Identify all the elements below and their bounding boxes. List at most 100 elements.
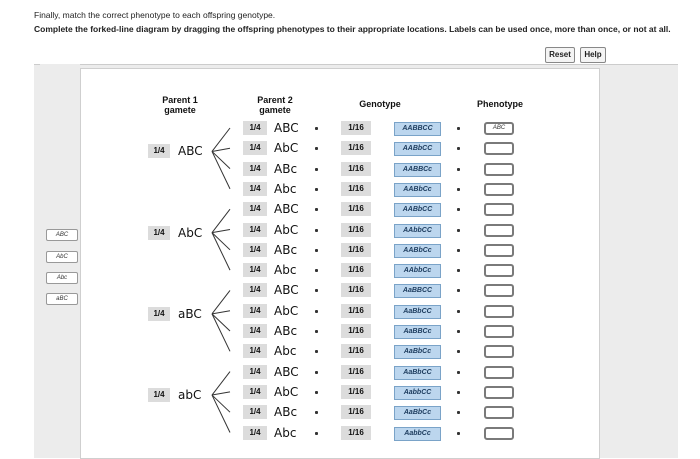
parent2-gamete: ABC bbox=[274, 283, 299, 298]
arrow-dash bbox=[457, 127, 460, 130]
arrow-dash bbox=[457, 289, 460, 293]
genotype-cell: AAbbCC bbox=[394, 223, 441, 238]
genotype-cell: AaBbCc bbox=[394, 406, 441, 421]
help-button[interactable]: Help bbox=[580, 47, 606, 63]
parent2-fraction: 1/4 bbox=[243, 222, 267, 237]
parent2-gamete: Abc bbox=[274, 344, 297, 359]
phenotype-drop-zone[interactable] bbox=[484, 243, 514, 257]
phenotype-drop-zone[interactable] bbox=[484, 264, 514, 278]
parent2-fraction: 1/4 bbox=[243, 242, 267, 257]
parent2-fraction: 1/4 bbox=[243, 405, 267, 420]
arrow-dash bbox=[315, 330, 318, 333]
genotype-cell: AaBbCC bbox=[394, 304, 441, 319]
parent2-gamete: Abc bbox=[274, 425, 297, 440]
phenotype-drop-zone[interactable] bbox=[484, 325, 514, 338]
draggable-label[interactable]: aBC bbox=[46, 293, 78, 305]
parent2-fraction: 1/4 bbox=[243, 384, 267, 399]
parent2-fraction: 1/4 bbox=[243, 283, 267, 298]
arrow-dash bbox=[457, 228, 460, 232]
phenotype-drop-zone[interactable] bbox=[484, 162, 514, 176]
parent1-fraction: 1/4 bbox=[148, 388, 170, 403]
arrow-dash bbox=[457, 309, 460, 313]
parent2-fraction: 1/4 bbox=[243, 324, 267, 338]
arrow-dash bbox=[315, 411, 318, 415]
parent2-gamete: ABc bbox=[274, 405, 298, 420]
phenotype-drop-zone[interactable] bbox=[484, 284, 514, 298]
parent2-fraction: 1/4 bbox=[243, 263, 267, 278]
arrow-dash bbox=[457, 330, 460, 333]
arrow-dash bbox=[457, 208, 460, 212]
phenotype-drop-zone[interactable]: ABC bbox=[484, 122, 514, 135]
phenotype-drop-zone[interactable] bbox=[484, 223, 514, 237]
genotype-cell: AABBCc bbox=[394, 162, 441, 177]
phenotype-drop-zone[interactable] bbox=[484, 385, 514, 399]
parent2-fraction: 1/4 bbox=[243, 141, 267, 156]
phenotype-drop-zone[interactable] bbox=[484, 345, 514, 359]
phenotype-drop-zone[interactable] bbox=[484, 142, 514, 156]
offspring-fraction: 1/16 bbox=[341, 161, 371, 176]
genotype-cell: AABbCC bbox=[394, 203, 441, 218]
offspring-fraction: 1/16 bbox=[341, 324, 371, 338]
offspring-fraction: 1/16 bbox=[341, 303, 371, 318]
header-genotype: Genotype bbox=[359, 99, 401, 109]
parent2-gamete: AbC bbox=[274, 222, 299, 237]
arrow-dash bbox=[315, 208, 318, 212]
parent2-gamete: ABC bbox=[274, 121, 299, 135]
genotype-cell: AabbCc bbox=[394, 426, 441, 441]
reset-button[interactable]: Reset bbox=[545, 47, 575, 63]
arrow-dash bbox=[315, 390, 318, 394]
phenotype-drop-zone[interactable] bbox=[484, 426, 514, 440]
phenotype-drop-zone[interactable] bbox=[484, 182, 514, 196]
phenotype-drop-zone[interactable] bbox=[484, 365, 514, 379]
genotype-cell: AaBBCc bbox=[394, 325, 441, 339]
offspring-fraction: 1/16 bbox=[341, 425, 371, 440]
parent1-gamete: aBC bbox=[178, 306, 202, 321]
parent1-fraction: 1/4 bbox=[148, 306, 170, 321]
phenotype-drop-zone[interactable] bbox=[484, 203, 514, 217]
parent2-fraction: 1/4 bbox=[243, 161, 267, 176]
arrow-dash bbox=[315, 147, 318, 151]
genotype-cell: AABbCc bbox=[394, 243, 441, 258]
genotype-cell: AaBbCc bbox=[394, 345, 441, 360]
arrow-dash bbox=[457, 187, 460, 191]
arrow-dash bbox=[315, 370, 318, 374]
parent2-gamete: AbC bbox=[274, 141, 299, 156]
arrow-dash bbox=[315, 350, 318, 354]
phenotype-drop-zone[interactable] bbox=[484, 406, 514, 420]
parent2-fraction: 1/4 bbox=[243, 181, 267, 196]
header-parent2: Parent 2 gamete bbox=[257, 95, 293, 115]
arrow-dash bbox=[315, 269, 318, 273]
header-parent1: Parent 1 gamete bbox=[162, 95, 198, 115]
arrow-dash bbox=[315, 127, 318, 130]
genotype-cell: AaBBCC bbox=[394, 284, 441, 299]
arrow-dash bbox=[457, 350, 460, 354]
parent2-gamete: ABc bbox=[274, 324, 298, 338]
draggable-label[interactable]: Abc bbox=[46, 272, 78, 284]
arrow-dash bbox=[457, 390, 460, 394]
offspring-fraction: 1/16 bbox=[341, 344, 371, 359]
draggable-label[interactable]: AbC bbox=[46, 251, 78, 263]
parent1-fraction: 1/4 bbox=[148, 225, 170, 240]
parent2-gamete: ABc bbox=[274, 161, 298, 176]
parent2-fraction: 1/4 bbox=[243, 344, 267, 359]
parent2-gamete: ABC bbox=[274, 364, 299, 379]
parent2-fraction: 1/4 bbox=[243, 303, 267, 318]
offspring-fraction: 1/16 bbox=[341, 242, 371, 257]
offspring-fraction: 1/16 bbox=[341, 141, 371, 156]
phenotype-drop-zone[interactable] bbox=[484, 304, 514, 318]
parent2-gamete: AbC bbox=[274, 303, 299, 318]
parent1-gamete: ABC bbox=[178, 144, 203, 159]
parent2-gamete: AbC bbox=[274, 384, 299, 399]
genotype-cell: AABBCC bbox=[394, 122, 441, 136]
offspring-fraction: 1/16 bbox=[341, 263, 371, 278]
arrow-dash bbox=[315, 187, 318, 191]
arrow-dash bbox=[457, 431, 460, 435]
offspring-fraction: 1/16 bbox=[341, 364, 371, 379]
arrow-dash bbox=[315, 309, 318, 313]
parent2-fraction: 1/4 bbox=[243, 364, 267, 379]
genotype-cell: AabbCC bbox=[394, 385, 441, 400]
parent1-gamete: AbC bbox=[178, 225, 203, 240]
arrow-dash bbox=[315, 228, 318, 232]
draggable-label[interactable]: ABC bbox=[46, 229, 78, 241]
instruction-line-1: Finally, match the correct phenotype to … bbox=[34, 10, 276, 20]
